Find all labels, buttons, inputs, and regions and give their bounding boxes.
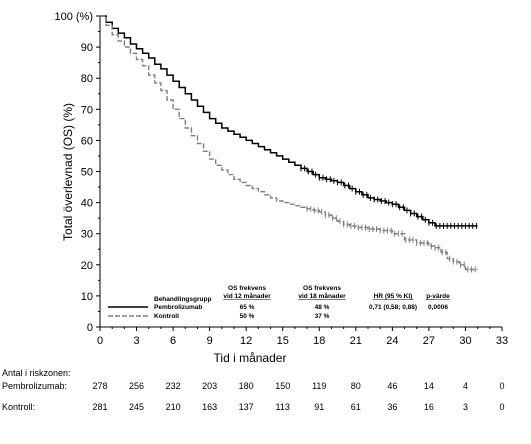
x-tick-label: 27 [423,335,435,347]
y-axis-title: Total överlevnad (OS) (%) [61,103,75,241]
y-tick-label: 40 [81,198,93,210]
risk-count: 119 [312,381,327,391]
y-tick-label: 30 [81,229,93,241]
legend-name-pembrolizumab: Pembrolizumab [154,304,202,311]
x-axis-title: Tid i månader [214,351,287,365]
x-tick-label: 33 [496,335,508,347]
y-tick-label: 50 [81,167,93,179]
y-tick-label: 90 [81,42,93,54]
y-tick-label: 100 (%) [54,11,93,23]
x-tick-label: 18 [313,335,325,347]
risk-count: 14 [423,381,434,391]
x-tick-label: 6 [170,335,176,347]
risk-count: 150 [275,381,291,391]
risk-count: 3 [462,402,468,412]
legend-header-os12-line2: vid 12 månader [223,292,271,300]
risk-count: 232 [165,381,181,391]
legend-p-pembrolizumab: 0,0006 [428,304,448,311]
risk-count: 4 [462,381,468,391]
legend-os18-pembrolizumab: 48 % [315,304,330,311]
chart-ticks: 0 10 20 30 40 50 60 70 80 90 100 (%) 0 3 6 9 12 15 18 21 24… [54,11,508,347]
risk-count: 36 [387,402,398,412]
y-tick-label: 70 [81,104,93,116]
risk-count: 203 [202,381,218,391]
x-tick-label: 15 [277,335,289,347]
risk-count: 137 [238,402,254,412]
y-tick-label: 10 [81,291,93,303]
legend-hr-pembrolizumab: 0,71 (0,58; 0,88) [369,304,417,311]
legend-header-os18-line2: vid 18 månader [298,292,346,300]
x-tick-label: 30 [459,335,471,347]
risk-table-title: Antal i riskzonen: [2,368,71,378]
chart-axes [99,16,502,328]
legend-os12-pembrolizumab: 65 % [240,304,255,311]
risk-count: 256 [129,381,145,391]
y-tick-label: 20 [81,260,93,272]
chart-curves [100,15,478,273]
risk-count: 46 [387,381,398,391]
risk-count: 210 [165,402,181,412]
x-tick-label: 9 [207,335,213,347]
series-kontroll [100,15,478,271]
x-tick-label: 24 [386,335,398,347]
risk-row-label: Pembrolizumab: [2,381,68,391]
risk-count: 163 [202,402,218,412]
risk-count: 61 [350,402,361,412]
legend-header-group: Behandlingsgrupp [154,296,211,303]
legend-header-os18-line1: OS frekvens [303,285,341,292]
legend-os18-kontroll: 37 % [315,313,330,320]
legend-header-hr: HR (95 % KI) [374,293,413,300]
y-tick-label: 0 [87,322,93,334]
risk-count: 0 [499,381,505,391]
risk-count: 91 [314,402,325,412]
series-pembrolizumab [100,15,478,227]
y-tick-label: 80 [81,73,93,85]
x-tick-label: 0 [97,335,103,347]
legend-header-p: p-värde [426,293,450,300]
risk-count: 80 [350,381,361,391]
risk-row-label: Kontroll: [2,402,36,412]
risk-count: 113 [275,402,290,412]
risk-count: 0 [499,402,505,412]
risk-count: 245 [129,402,145,412]
legend-header-os12-line1: OS frekvens [228,285,266,292]
legend-name-kontroll: Kontroll [154,313,179,320]
legend-os12-kontroll: 50 % [240,313,255,320]
risk-count: 16 [423,402,434,412]
x-tick-label: 12 [240,335,252,347]
risk-count: 278 [92,381,108,391]
x-tick-label: 3 [133,335,139,347]
risk-count: 180 [238,381,254,391]
x-tick-label: 21 [350,335,362,347]
y-tick-label: 60 [81,135,93,147]
risk-count: 281 [92,402,108,412]
